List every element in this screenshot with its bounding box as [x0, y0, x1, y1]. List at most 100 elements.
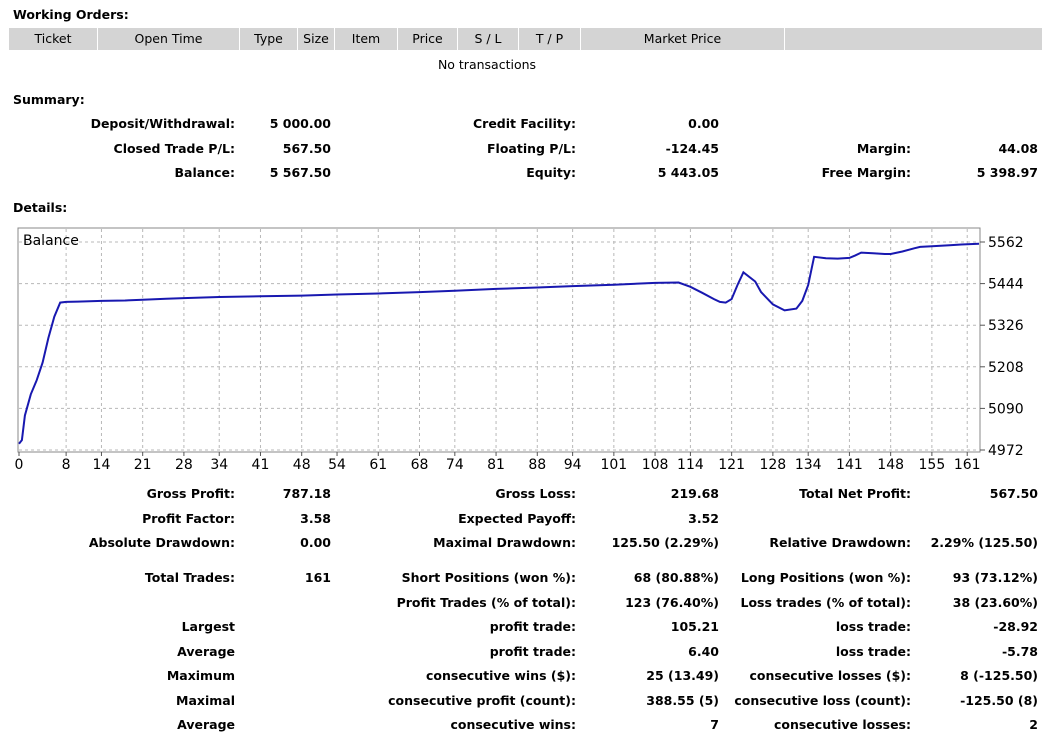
max-cons-losses-value: 8 (-125.50): [960, 668, 1038, 683]
col-sl[interactable]: S / L: [458, 28, 519, 50]
x-tick-label: 74: [446, 457, 464, 473]
loss-trades-label: Loss trades (% of total):: [740, 595, 911, 610]
loss-trades-value: 38 (23.60%): [952, 595, 1038, 610]
x-tick-label: 161: [954, 457, 981, 473]
profit-trades-value: 123 (76.40%): [625, 595, 719, 610]
free-margin-label: Free Margin:: [821, 165, 911, 180]
y-tick-label: 5326: [988, 318, 1024, 334]
floating-pl-value: -124.45: [665, 141, 719, 156]
max-cons-wins-value: 25 (13.49): [646, 668, 719, 683]
profit-factor-value: 3.58: [300, 511, 331, 526]
short-positions-value: 68 (80.88%): [633, 570, 719, 585]
col-open-time[interactable]: Open Time: [98, 28, 240, 50]
chart-plot-area: [17, 227, 981, 453]
gross-loss-value: 219.68: [670, 486, 719, 501]
short-positions-label: Short Positions (won %):: [401, 570, 576, 585]
x-tick-label: 28: [175, 457, 193, 473]
rel-drawdown-value: 2.29% (125.50): [930, 535, 1038, 550]
x-tick-label: 81: [487, 457, 505, 473]
summary-title: Summary:: [13, 92, 85, 107]
total-trades-label: Total Trades:: [144, 570, 235, 585]
average-profit-label: profit trade:: [489, 644, 576, 659]
x-tick-label: 121: [718, 457, 745, 473]
closed-pl-value: 567.50: [282, 141, 331, 156]
balance-chart: Balance 0 8 14 21 28 34 41 48 54 61 68 74 81 88 94 101 1…: [15, 227, 1024, 473]
x-tick-label: 101: [600, 457, 627, 473]
expected-payoff-value: 3.52: [688, 511, 719, 526]
average-profit-value: 6.40: [688, 644, 719, 659]
col-tp[interactable]: T / P: [519, 28, 581, 50]
col-price[interactable]: Price: [398, 28, 458, 50]
col-ticket[interactable]: Ticket: [9, 28, 98, 50]
average-loss-label: loss trade:: [835, 644, 911, 659]
x-tick-label: 21: [134, 457, 152, 473]
avg-cons-wins-label: consecutive wins:: [450, 717, 576, 732]
credit-value: 0.00: [688, 116, 719, 131]
expected-payoff-label: Expected Payoff:: [458, 511, 576, 526]
x-tick-label: 114: [677, 457, 704, 473]
col-market-price[interactable]: Market Price: [581, 28, 785, 50]
x-tick-label: 54: [328, 457, 346, 473]
floating-pl-label: Floating P/L:: [487, 141, 576, 156]
maximal-cons-loss-value: -125.50 (8): [960, 693, 1038, 708]
avg-cons-wins-value: 7: [710, 717, 719, 732]
x-tick-label: 0: [15, 457, 24, 473]
x-tick-label: 94: [564, 457, 582, 473]
col-item[interactable]: Item: [335, 28, 398, 50]
closed-pl-label: Closed Trade P/L:: [113, 141, 235, 156]
x-tick-label: 88: [528, 457, 546, 473]
x-tick-label: 155: [919, 457, 946, 473]
profit-factor-label: Profit Factor:: [142, 511, 235, 526]
total-net-label: Total Net Profit:: [799, 486, 911, 501]
free-margin-value: 5 398.97: [976, 165, 1038, 180]
max-cons-wins-label: consecutive wins ($):: [425, 668, 576, 683]
maximal-cons-profit-label: consecutive profit (count):: [388, 693, 576, 708]
margin-label: Margin:: [856, 141, 911, 156]
balance-value: 5 567.50: [269, 165, 331, 180]
rel-drawdown-label: Relative Drawdown:: [769, 535, 911, 550]
y-tick-label: 4972: [988, 443, 1024, 459]
gross-loss-label: Gross Loss:: [495, 486, 576, 501]
chart-grid-x: [65, 229, 968, 451]
largest-profit-label: profit trade:: [489, 619, 576, 634]
long-positions-value: 93 (73.12%): [952, 570, 1038, 585]
no-transactions-text: No transactions: [437, 57, 537, 72]
col-blank[interactable]: [785, 28, 1042, 50]
abs-drawdown-label: Absolute Drawdown:: [88, 535, 235, 550]
largest-label: Largest: [181, 619, 235, 634]
x-tick-label: 48: [293, 457, 311, 473]
working-orders-title: Working Orders:: [13, 7, 129, 22]
largest-loss-label: loss trade:: [835, 619, 911, 634]
largest-loss-value: -28.92: [993, 619, 1038, 634]
x-tick-label: 14: [93, 457, 111, 473]
chart-y-axis: 4972 5090 5208 5326 5444 5562: [980, 235, 1024, 459]
y-tick-label: 5444: [988, 277, 1024, 293]
abs-drawdown-value: 0.00: [300, 535, 331, 550]
max-drawdown-value: 125.50 (2.29%): [611, 535, 719, 550]
x-tick-label: 108: [642, 457, 669, 473]
credit-label: Credit Facility:: [472, 116, 576, 131]
margin-value: 44.08: [998, 141, 1038, 156]
col-type[interactable]: Type: [240, 28, 298, 50]
largest-profit-value: 105.21: [670, 619, 719, 634]
average-label: Average: [177, 644, 235, 659]
max-drawdown-label: Maximal Drawdown:: [433, 535, 576, 550]
chart-x-axis: 0 8 14 21 28 34 41 48 54 61 68 74 81 88 94 101 108 114 121…: [15, 452, 981, 473]
x-tick-label: 68: [411, 457, 429, 473]
max-cons-losses-label: consecutive losses ($):: [749, 668, 911, 683]
x-tick-label: 134: [795, 457, 822, 473]
x-tick-label: 34: [210, 457, 228, 473]
deposit-label: Deposit/Withdrawal:: [90, 116, 235, 131]
y-tick-label: 5562: [988, 235, 1024, 251]
balance-label: Balance:: [174, 165, 235, 180]
total-net-value: 567.50: [989, 486, 1038, 501]
orders-table-header: Ticket Open Time Type Size Item Price S …: [9, 28, 1042, 50]
col-size[interactable]: Size: [298, 28, 335, 50]
avg-cons-losses-value: 2: [1029, 717, 1038, 732]
maximal-label: Maximal: [176, 693, 235, 708]
gross-profit-value: 787.18: [282, 486, 331, 501]
y-tick-label: 5208: [988, 360, 1024, 376]
equity-label: Equity:: [526, 165, 576, 180]
avg-cons-losses-label: consecutive losses:: [773, 717, 911, 732]
profit-trades-label: Profit Trades (% of total):: [396, 595, 576, 610]
